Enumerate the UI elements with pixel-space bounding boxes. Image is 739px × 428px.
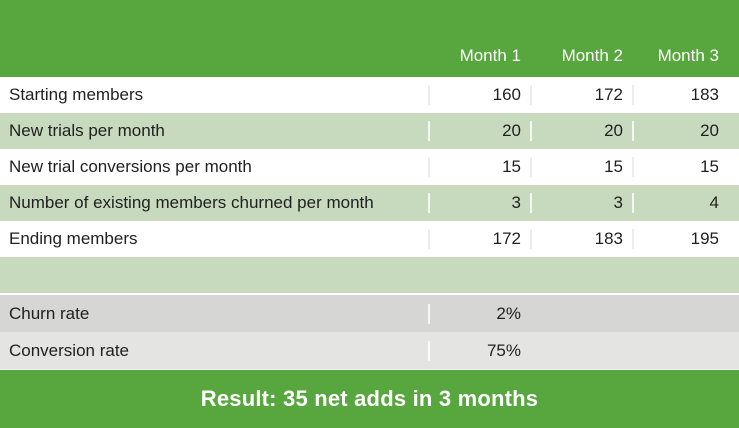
row-value-month-2: 3 (530, 193, 632, 213)
row-label: Number of existing members churned per m… (9, 193, 374, 212)
row-label: Conversion rate (9, 340, 130, 360)
row-value-month-1: 2% (428, 303, 530, 324)
header-right-sliver (728, 66, 739, 77)
table-row-starting-members: Starting members 160 172 183 (0, 77, 739, 113)
column-header-month-1: Month 1 (459, 46, 521, 65)
row-value-month-3: 183 (632, 85, 728, 105)
row-value-month-2: 15 (530, 157, 632, 177)
row-value-month-1: 172 (428, 229, 530, 249)
row-label: Starting members (9, 85, 144, 104)
row-value-month-3: 15 (632, 157, 728, 177)
row-value-month-3: 4 (632, 193, 728, 213)
row-label: Churn rate (9, 303, 90, 323)
row-value-month-1: 3 (428, 193, 530, 213)
row-value-month-2: 172 (530, 85, 632, 105)
table-row-members-churned: Number of existing members churned per m… (0, 185, 739, 221)
table-header-row: Month 1 Month 2 Month 3 (0, 0, 739, 77)
row-value-month-3: 20 (632, 121, 728, 141)
row-value-month-2: 183 (530, 229, 632, 249)
column-header-month-2: Month 2 (561, 46, 623, 65)
row-divider (0, 369, 739, 370)
table-row-ending-members: Ending members 172 183 195 (0, 221, 739, 257)
row-label: New trials per month (9, 121, 165, 140)
result-banner: Result: 35 net adds in 3 months (0, 370, 739, 428)
result-text: Result: 35 net adds in 3 months (200, 386, 539, 411)
row-label: Ending members (9, 229, 138, 248)
row-divider (0, 293, 739, 295)
row-value-month-1: 15 (428, 157, 530, 177)
spacer-row (0, 257, 739, 293)
row-value-month-1: 75% (428, 340, 530, 361)
row-value-month-1: 160 (428, 85, 530, 105)
row-value-month-3: 195 (632, 229, 728, 249)
column-header-month-3: Month 3 (657, 46, 719, 65)
table-row-conversion-rate: Conversion rate 75% (0, 332, 739, 369)
table-row-new-trials: New trials per month 20 20 20 (0, 113, 739, 149)
table-row-churn-rate: Churn rate 2% (0, 295, 739, 332)
row-value-month-2: 20 (530, 121, 632, 141)
row-label: New trial conversions per month (9, 157, 252, 176)
header-label-spacer (0, 66, 428, 77)
row-value-month-1: 20 (428, 121, 530, 141)
table-row-trial-conversions: New trial conversions per month 15 15 15 (0, 149, 739, 185)
